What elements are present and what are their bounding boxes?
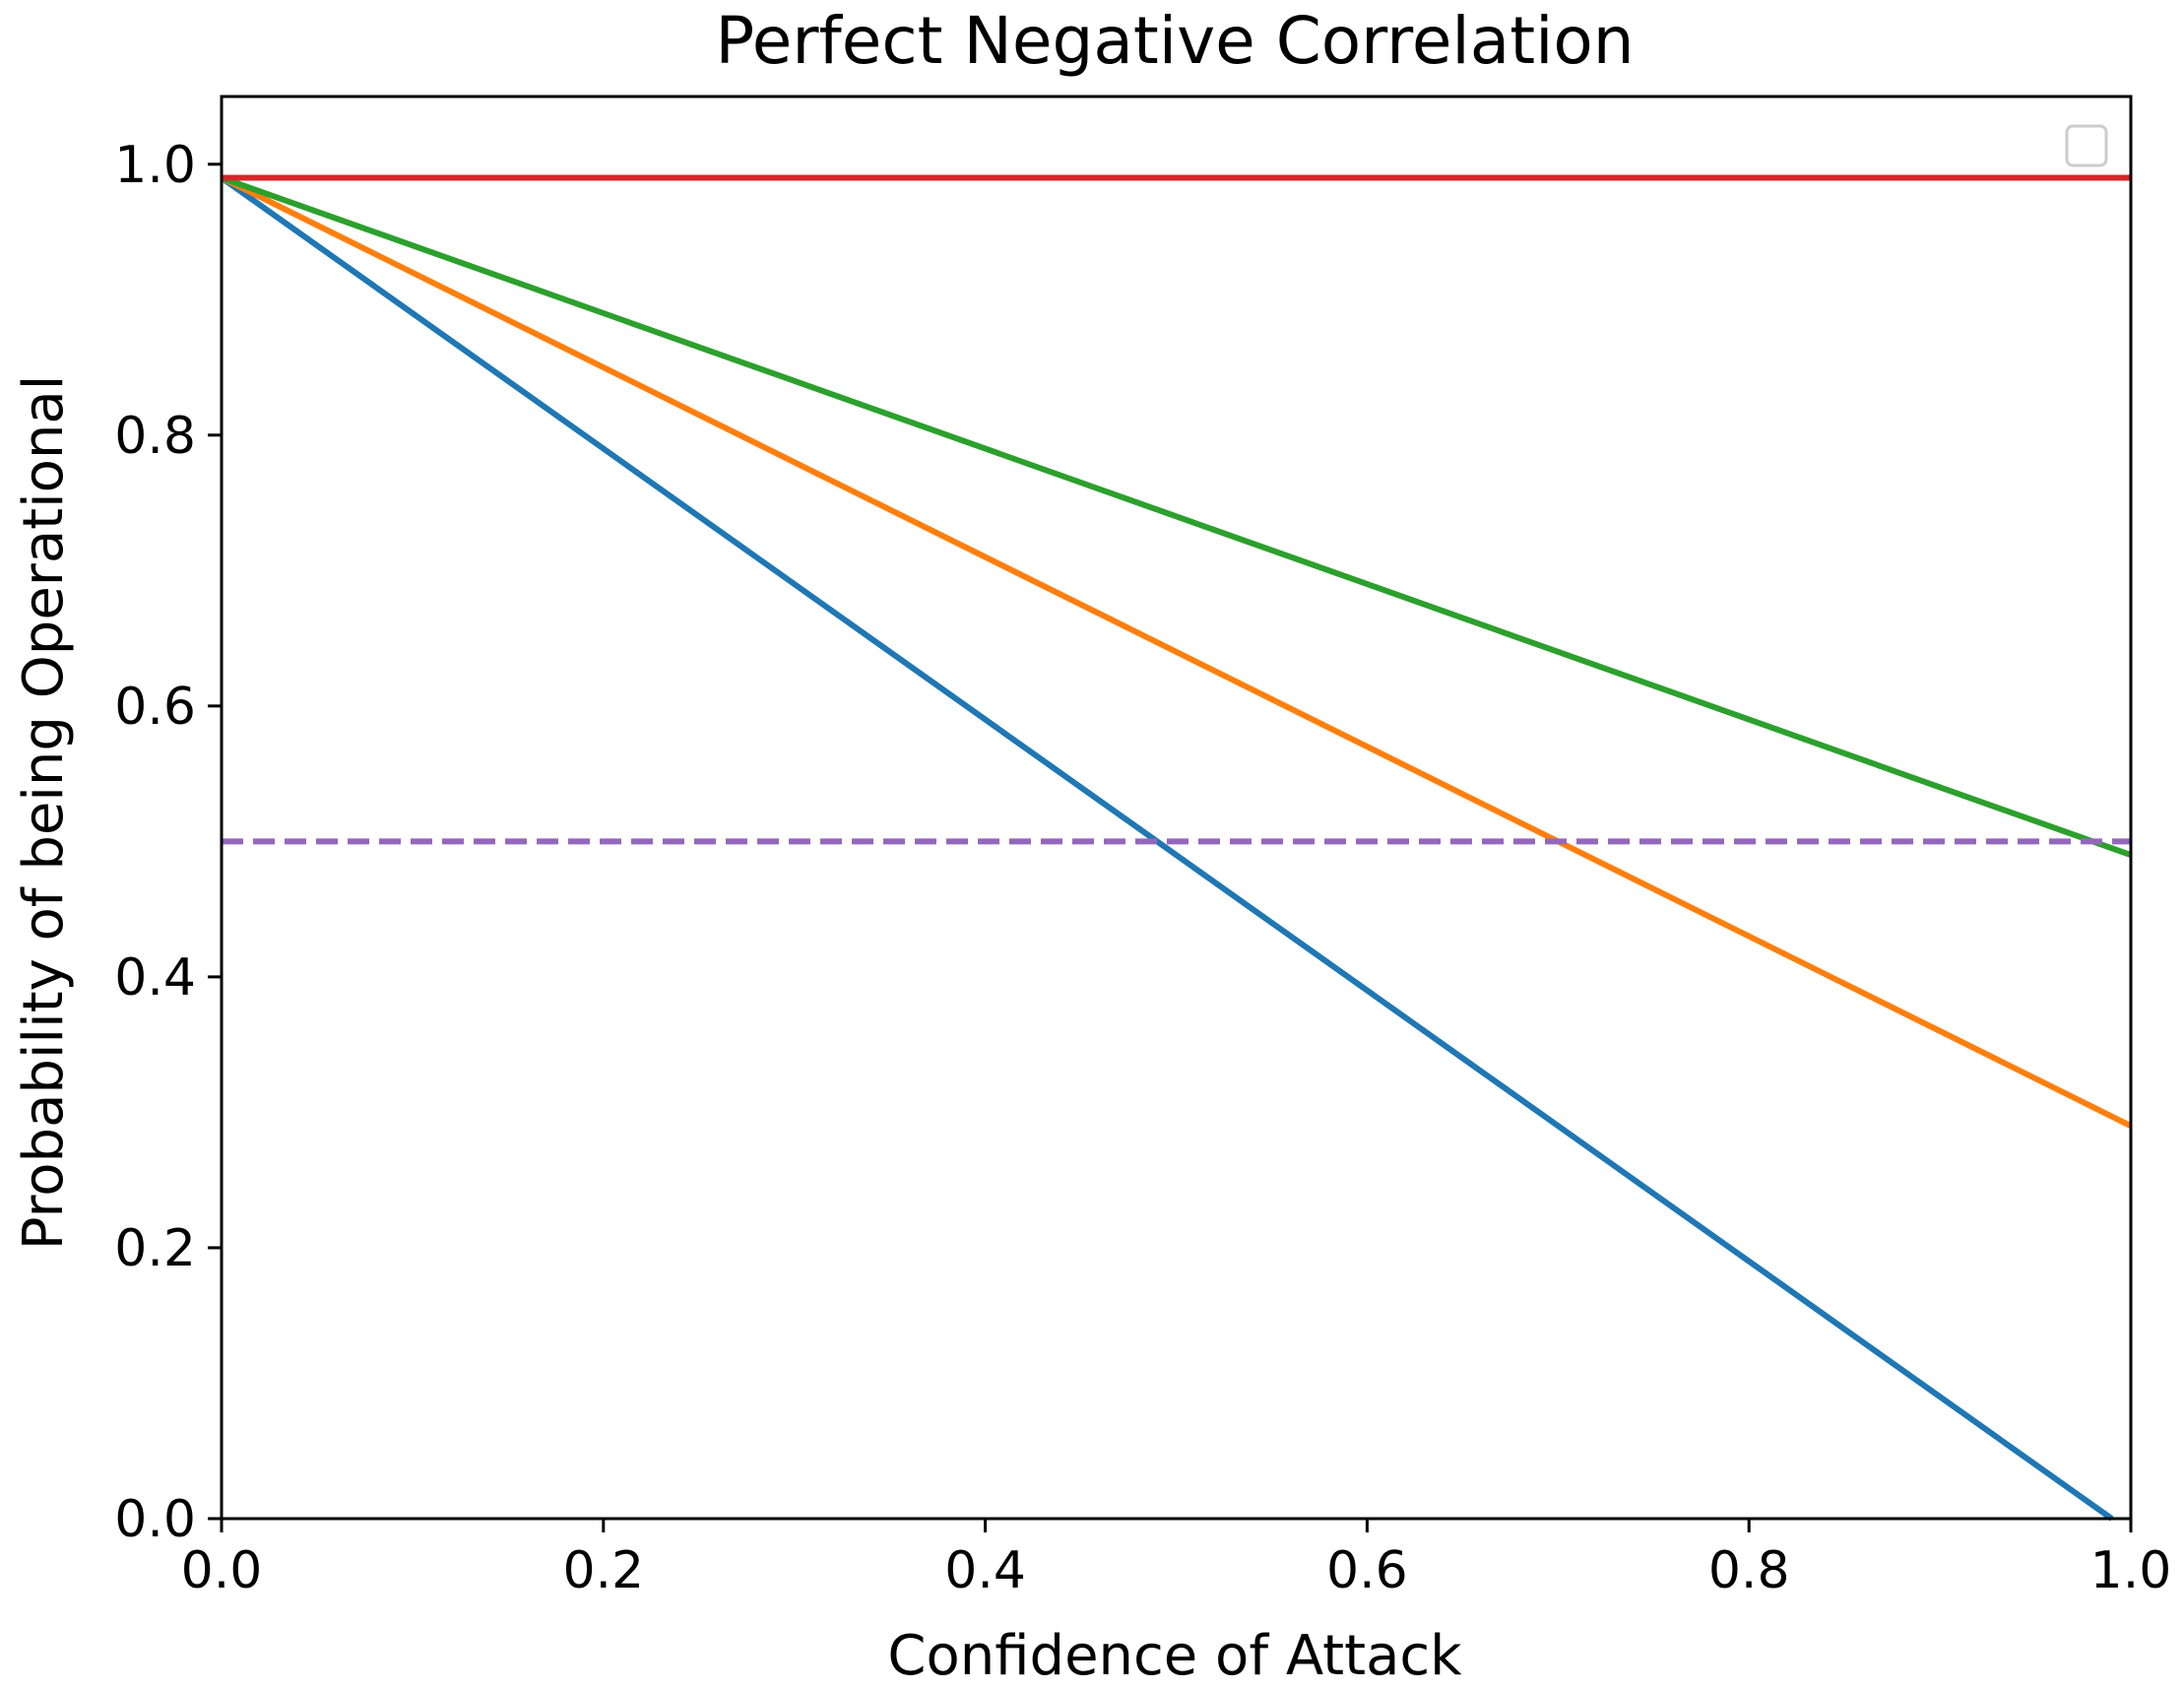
plot-frame bbox=[220, 95, 2133, 1521]
y-tick-label: 1.0 bbox=[114, 136, 196, 195]
series-line-2 bbox=[220, 174, 2133, 1129]
x-tick-label: 0.0 bbox=[181, 1541, 263, 1600]
y-axis-label: Probability of being Operational bbox=[12, 375, 76, 1251]
y-tick-label: 0.0 bbox=[114, 1490, 196, 1549]
x-tick-label: 0.6 bbox=[1326, 1541, 1408, 1600]
y-tick-label: 0.6 bbox=[114, 678, 196, 737]
y-axis-ticks: 0.0 0.2 0.4 0.6 0.8 1.0 bbox=[114, 136, 222, 1549]
series-line-3 bbox=[220, 174, 2133, 858]
series-line-1 bbox=[220, 175, 2114, 1522]
x-tick-label: 0.4 bbox=[944, 1541, 1026, 1600]
x-axis-label: Confidence of Attack bbox=[887, 1624, 1462, 1688]
x-tick-label: 0.8 bbox=[1708, 1541, 1790, 1600]
chart-title: Perfect Negative Correlation bbox=[715, 3, 1634, 79]
legend-box bbox=[2065, 124, 2108, 167]
y-tick-label: 0.4 bbox=[114, 948, 196, 1008]
x-axis-ticks: 0.0 0.2 0.4 0.6 0.8 1.0 bbox=[181, 1519, 2172, 1600]
y-tick-label: 0.2 bbox=[114, 1219, 196, 1278]
x-tick-label: 0.2 bbox=[562, 1541, 644, 1600]
plot-area bbox=[220, 174, 2133, 1522]
y-tick-label: 0.8 bbox=[114, 407, 196, 466]
x-tick-label: 1.0 bbox=[2090, 1541, 2172, 1600]
